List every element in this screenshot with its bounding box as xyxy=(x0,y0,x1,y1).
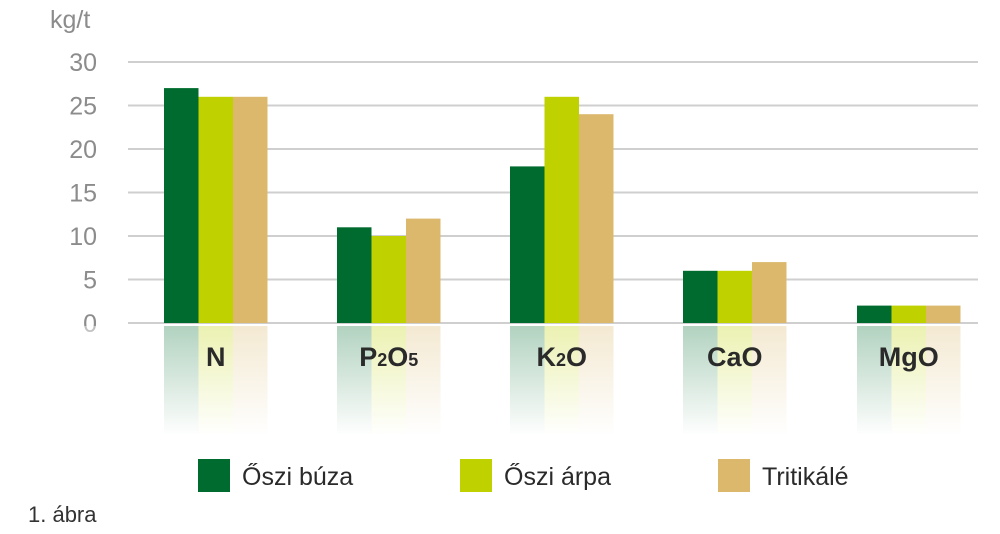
legend-item: Tritikálé xyxy=(718,459,849,492)
legend-swatch xyxy=(198,459,230,492)
bar xyxy=(510,166,545,323)
bar xyxy=(891,305,926,323)
y-tick-label: 20 xyxy=(69,136,97,164)
y-tick-label: 25 xyxy=(69,93,97,121)
bar xyxy=(337,227,372,323)
bar xyxy=(164,88,199,323)
figure-caption: 1. ábra xyxy=(28,502,97,527)
category-label: K2O xyxy=(536,342,587,372)
category-label: P2O5 xyxy=(359,342,418,372)
y-tick-label: 10 xyxy=(69,223,97,251)
y-tick-label: 30 xyxy=(69,49,97,77)
legend: Őszi búza Őszi árpa Tritikálé xyxy=(198,459,849,492)
category-label: N xyxy=(206,342,226,372)
bar xyxy=(717,270,752,323)
reflection-fade xyxy=(0,326,1000,436)
bar xyxy=(198,96,233,323)
legend-label: Tritikálé xyxy=(762,463,849,491)
legend-label: Őszi árpa xyxy=(504,462,611,491)
bar xyxy=(857,305,892,323)
bars xyxy=(164,88,961,323)
category-label: MgO xyxy=(879,342,939,372)
bar xyxy=(752,262,787,323)
bar xyxy=(683,270,718,323)
legend-swatch xyxy=(718,459,750,492)
y-tick-label: 15 xyxy=(69,180,97,208)
legend-swatch xyxy=(460,459,492,492)
legend-item: Őszi búza xyxy=(198,459,353,492)
category-label: CaO xyxy=(707,342,763,372)
category-labels: N P2O5 K2O CaO MgO xyxy=(206,342,939,372)
y-axis-label: kg/t xyxy=(50,6,90,34)
bar xyxy=(544,96,579,323)
bar xyxy=(371,236,406,323)
legend-item: Őszi árpa xyxy=(460,459,611,492)
bar xyxy=(926,305,961,323)
bar xyxy=(579,114,614,323)
bar xyxy=(233,96,268,323)
bar xyxy=(406,218,441,323)
legend-label: Őszi búza xyxy=(242,462,353,491)
y-tick-label: 5 xyxy=(83,267,97,295)
